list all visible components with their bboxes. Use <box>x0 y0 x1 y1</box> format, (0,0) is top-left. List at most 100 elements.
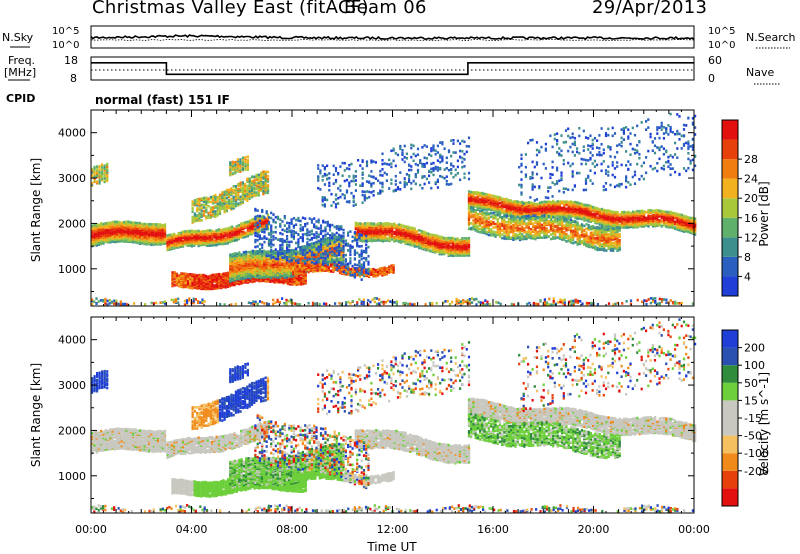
range-gate-cell <box>379 267 382 270</box>
range-gate-cell <box>245 250 248 254</box>
range-gate-cell <box>102 232 105 235</box>
range-gate-cell <box>129 223 132 226</box>
range-gate-cell <box>376 270 380 274</box>
range-gate-cell <box>113 228 116 231</box>
range-gate-cell <box>541 200 544 204</box>
range-gate-cell <box>145 223 148 226</box>
range-gate-cell <box>103 179 106 182</box>
range-gate-cell <box>179 241 182 244</box>
range-gate-cell <box>220 237 223 241</box>
range-gate-cell <box>372 222 376 225</box>
range-gate-cell <box>150 229 153 232</box>
range-gate-cell <box>202 277 205 280</box>
range-gate-cell <box>335 235 338 239</box>
range-gate-cell <box>171 279 174 283</box>
range-gate-cell <box>253 221 256 224</box>
range-gate-cell <box>95 226 98 229</box>
range-gate-cell <box>215 232 218 236</box>
range-gate-cell <box>456 237 459 241</box>
range-gate-cell <box>95 224 98 228</box>
range-gate-cell <box>113 220 116 224</box>
range-gate-cell <box>251 224 254 227</box>
range-gate-cell <box>141 237 144 241</box>
range-gate-cell <box>242 230 245 234</box>
range-gate-cell <box>273 278 276 281</box>
range-gate-cell <box>163 239 167 242</box>
range-gate-cell <box>296 265 299 268</box>
range-gate-cell <box>300 270 304 273</box>
range-gate-cell <box>431 236 434 239</box>
range-gate-cell <box>106 228 110 232</box>
range-gate-cell <box>503 200 506 204</box>
range-gate-cell <box>333 258 336 262</box>
range-gate-cell <box>150 235 153 238</box>
range-gate-cell <box>134 224 137 227</box>
range-gate-cell <box>215 229 218 232</box>
range-gate-cell <box>184 240 187 243</box>
range-gate-cell <box>393 230 396 234</box>
range-gate-cell <box>111 235 114 238</box>
range-gate-cell <box>186 273 190 276</box>
range-gate-cell <box>136 234 139 237</box>
range-gate-cell <box>125 236 128 240</box>
range-gate-cell <box>180 281 183 285</box>
chart-title: Christmas Valley East (fitACF) <box>92 0 369 18</box>
range-gate-cell <box>91 169 94 172</box>
range-gate-cell <box>222 283 225 286</box>
range-gate-cell <box>294 265 297 268</box>
range-gate-cell <box>244 221 247 224</box>
range-gate-cell <box>257 230 261 233</box>
range-gate-cell <box>184 283 187 287</box>
range-gate-cell <box>385 270 388 274</box>
range-gate-cell <box>452 236 455 240</box>
range-gate-cell <box>136 236 139 239</box>
range-gate-cell <box>206 286 210 289</box>
range-gate-cell <box>244 233 247 236</box>
range-gate-cell <box>391 232 394 236</box>
range-gate-cell <box>168 235 171 238</box>
range-gate-cell <box>487 208 490 211</box>
range-gate-cell <box>175 246 178 249</box>
cpid-text: normal (fast) 151 IF <box>95 93 230 107</box>
range-gate-cell <box>479 191 482 195</box>
range-gate-cell <box>97 241 100 244</box>
range-gate-cell <box>100 236 103 239</box>
range-gate-cell <box>202 229 205 233</box>
range-gate-cell <box>325 267 328 270</box>
range-gate-cell <box>106 179 109 183</box>
range-gate-cell <box>384 222 387 225</box>
range-gate-cell <box>218 280 221 283</box>
range-gate-cell <box>152 225 155 228</box>
range-gate-cell <box>217 235 220 239</box>
range-gate-cell <box>335 243 338 247</box>
noise-sky-line <box>90 34 695 41</box>
range-gate-cell <box>266 213 270 217</box>
range-gate-cell <box>193 230 196 233</box>
range-gate-cell <box>120 236 123 239</box>
range-gate-cell <box>91 239 94 243</box>
range-gate-cell <box>258 272 261 276</box>
range-gate-cell <box>487 201 490 205</box>
range-gate-cell <box>125 220 128 224</box>
range-gate-cell <box>132 223 135 227</box>
range-gate-cell <box>385 267 388 270</box>
range-gate-cell <box>510 211 513 215</box>
range-gate-cell <box>379 232 382 236</box>
range-gate-cell <box>101 169 104 173</box>
range-gate-cell <box>422 230 425 234</box>
range-gate-cell <box>93 167 96 170</box>
range-gate-cell <box>476 191 479 194</box>
range-gate-cell <box>503 197 506 201</box>
range-gate-cell <box>195 241 198 244</box>
range-gate-cell <box>476 199 479 202</box>
range-gate-cell <box>395 224 398 227</box>
range-gate-cell <box>106 168 109 172</box>
range-gate-cell <box>204 283 207 286</box>
range-gate-cell <box>213 243 216 247</box>
range-gate-cell <box>184 274 187 278</box>
range-gate-cell <box>265 275 268 279</box>
range-gate-cell <box>202 279 205 282</box>
range-gate-cell <box>538 201 541 204</box>
range-gate-cell <box>96 172 99 175</box>
range-gate-cell <box>222 238 225 241</box>
